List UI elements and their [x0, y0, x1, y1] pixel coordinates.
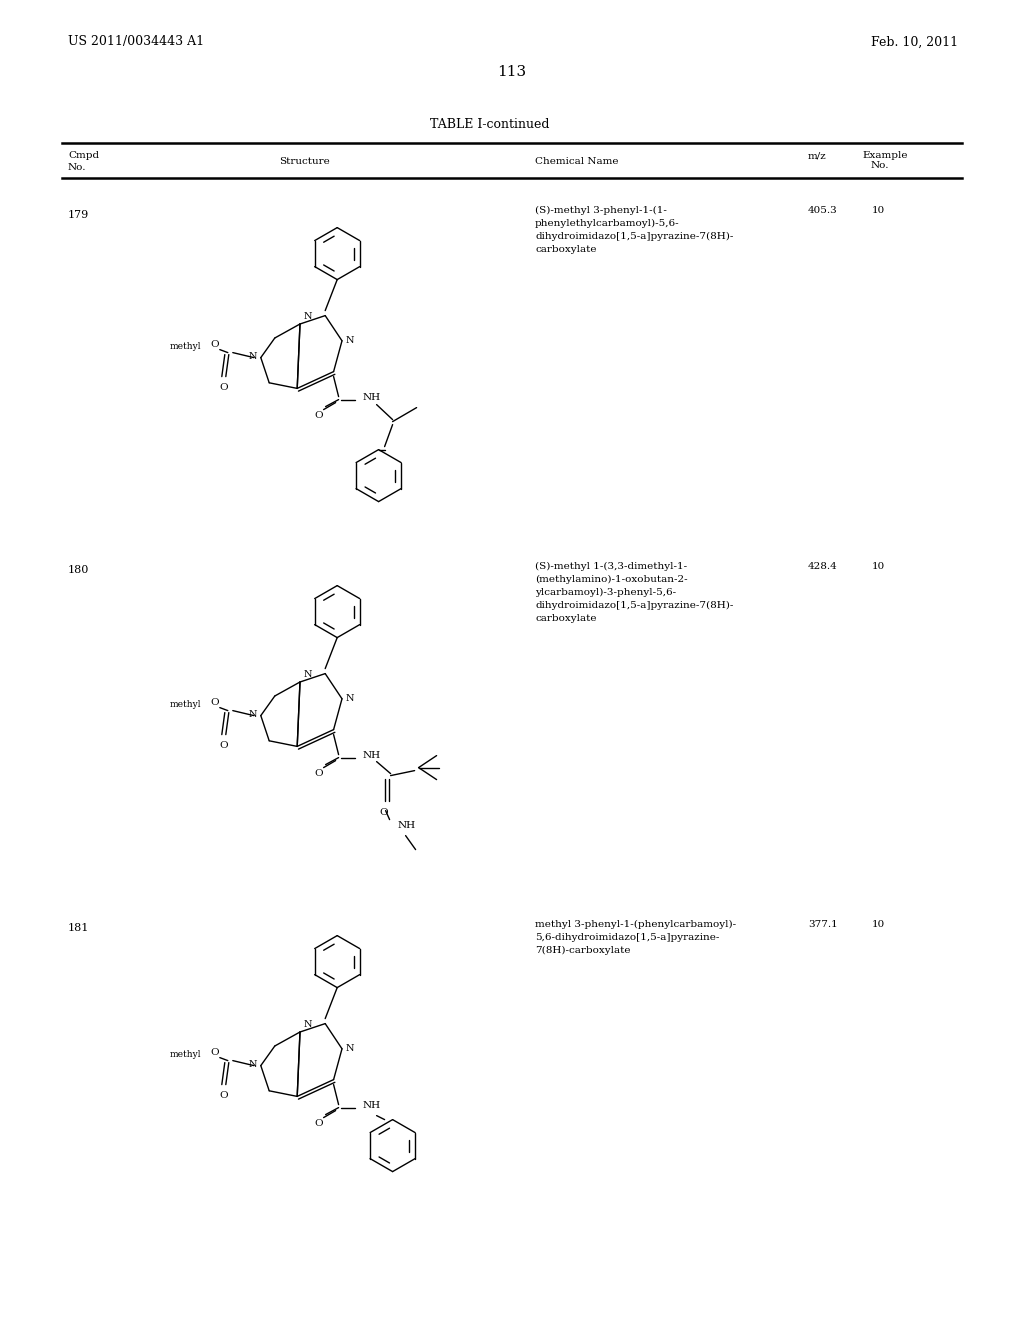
- Text: N: N: [248, 710, 257, 719]
- Text: N: N: [248, 1060, 257, 1069]
- Text: (S)-methyl 3-phenyl-1-(1-
phenylethylcarbamoyl)-5,6-
dihydroimidazo[1,5-a]pyrazi: (S)-methyl 3-phenyl-1-(1- phenylethylcar…: [535, 206, 733, 253]
- Text: O: O: [211, 1048, 219, 1056]
- Text: N: N: [248, 352, 257, 362]
- Text: NH: NH: [362, 1101, 381, 1110]
- Text: Chemical Name: Chemical Name: [535, 157, 618, 166]
- Text: 10: 10: [872, 562, 886, 572]
- Text: N: N: [304, 671, 312, 678]
- Text: (S)-methyl 1-(3,3-dimethyl-1-
(methylamino)-1-oxobutan-2-
ylcarbamoyl)-3-phenyl-: (S)-methyl 1-(3,3-dimethyl-1- (methylami…: [535, 562, 733, 623]
- Text: O: O: [219, 1090, 228, 1100]
- Text: Feb. 10, 2011: Feb. 10, 2011: [870, 36, 958, 49]
- Text: N: N: [346, 337, 354, 346]
- Text: 10: 10: [872, 920, 886, 929]
- Text: O: O: [314, 1118, 323, 1127]
- Text: NH: NH: [397, 821, 416, 830]
- Text: Structure: Structure: [280, 157, 331, 166]
- Text: N: N: [304, 312, 312, 321]
- Text: Cmpd: Cmpd: [68, 152, 99, 161]
- Text: 428.4: 428.4: [808, 562, 838, 572]
- Text: methyl 3-phenyl-1-(phenylcarbamoyl)-
5,6-dihydroimidazo[1,5-a]pyrazine-
7(8H)-ca: methyl 3-phenyl-1-(phenylcarbamoyl)- 5,6…: [535, 920, 736, 954]
- Text: N: N: [346, 694, 354, 704]
- Text: N: N: [304, 1020, 312, 1030]
- Text: US 2011/0034443 A1: US 2011/0034443 A1: [68, 36, 204, 49]
- Text: O: O: [219, 741, 228, 750]
- Text: TABLE I-continued: TABLE I-continued: [430, 119, 550, 132]
- Text: NH: NH: [362, 393, 381, 403]
- Text: N: N: [346, 1044, 354, 1053]
- Text: O: O: [211, 697, 219, 706]
- Text: 405.3: 405.3: [808, 206, 838, 215]
- Text: 377.1: 377.1: [808, 920, 838, 929]
- Text: O: O: [219, 383, 228, 392]
- Text: O: O: [211, 339, 219, 348]
- Text: methyl: methyl: [169, 700, 201, 709]
- Text: O: O: [314, 411, 323, 420]
- Text: 10: 10: [872, 206, 886, 215]
- Text: 180: 180: [68, 565, 89, 576]
- Text: 113: 113: [498, 65, 526, 79]
- Text: 179: 179: [68, 210, 89, 220]
- Text: O: O: [379, 808, 388, 817]
- Text: Example: Example: [862, 150, 907, 160]
- Text: O: O: [314, 768, 323, 777]
- Text: No.: No.: [68, 162, 86, 172]
- Text: m/z: m/z: [808, 152, 826, 161]
- Text: methyl: methyl: [169, 342, 201, 351]
- Text: No.: No.: [871, 161, 890, 170]
- Text: NH: NH: [362, 751, 381, 760]
- Text: methyl: methyl: [169, 1051, 201, 1059]
- Text: 181: 181: [68, 923, 89, 933]
